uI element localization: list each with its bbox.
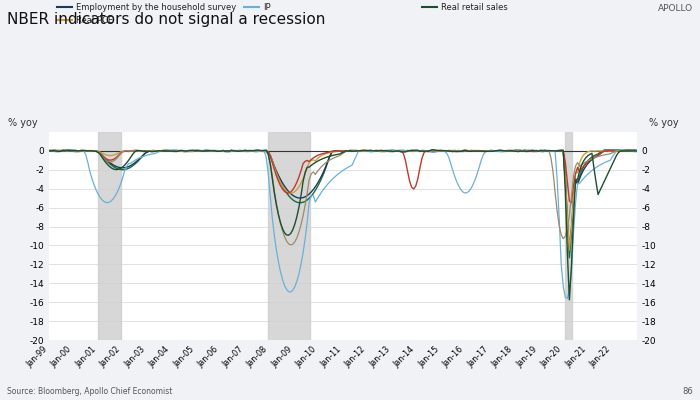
Text: APOLLO: APOLLO (658, 4, 693, 13)
Bar (267, 132, 310, 340)
Legend: NFP employment, Employment by the household survey, Real PCE, Real personal inco: NFP employment, Employment by the househ… (53, 0, 536, 28)
Text: Source: Bloomberg, Apollo Chief Economist: Source: Bloomberg, Apollo Chief Economis… (7, 387, 172, 396)
Text: NBER indicators do not signal a recession: NBER indicators do not signal a recessio… (7, 12, 326, 27)
Text: % yoy: % yoy (8, 118, 38, 128)
Bar (98, 132, 120, 340)
Text: % yoy: % yoy (648, 118, 678, 128)
Bar (566, 132, 572, 340)
Text: 86: 86 (682, 387, 693, 396)
